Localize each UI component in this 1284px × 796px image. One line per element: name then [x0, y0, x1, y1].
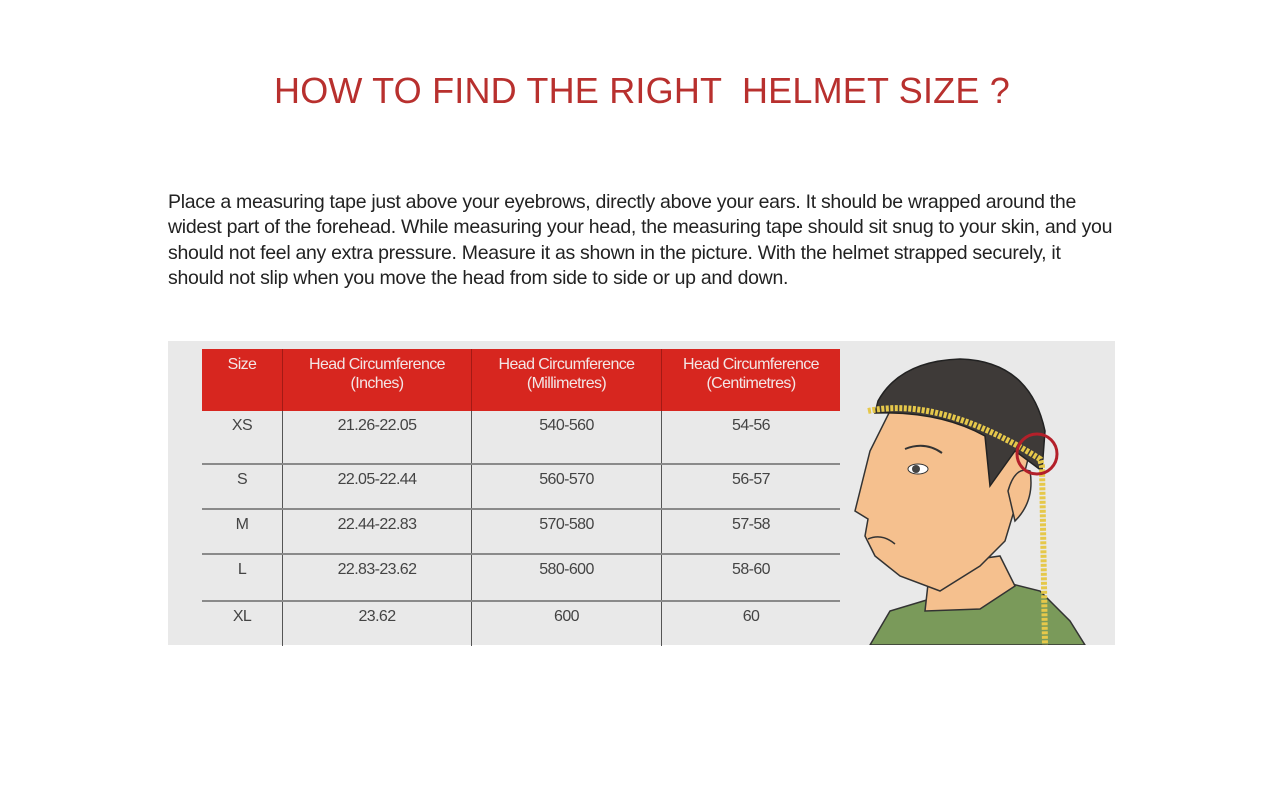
millimetres-cell: 580-600 — [471, 553, 662, 601]
head-measurement-illustration — [854, 358, 1086, 645]
size-chart-panel: Size Head Circumference (Inches) Head Cir… — [168, 341, 1115, 646]
shirt — [869, 580, 1086, 645]
millimetres-cell: 600 — [471, 600, 662, 646]
inches-cell: 22.44-22.83 — [282, 508, 472, 554]
table-row: XL 23.62 600 60 — [202, 600, 840, 646]
header-inches: Head Circumference (Inches) — [282, 349, 472, 411]
measuring-tape — [867, 405, 1048, 645]
table-row: XS 21.26-22.05 540-560 54-56 — [202, 411, 840, 464]
centimetres-cell: 56-57 — [661, 463, 840, 509]
size-cell: XL — [202, 600, 283, 646]
centimetres-cell: 58-60 — [661, 553, 840, 601]
mouth — [867, 536, 896, 545]
millimetres-cell: 570-580 — [471, 508, 662, 554]
inches-cell: 21.26-22.05 — [282, 411, 472, 464]
highlight-circle-icon — [1015, 432, 1059, 476]
ear — [1007, 469, 1032, 523]
centimetres-cell: 54-56 — [732, 417, 771, 434]
inches-cell: 22.83-23.62 — [282, 553, 472, 601]
header-label: Head Circumference — [683, 356, 820, 373]
size-cell: XS — [202, 411, 283, 464]
instructions-paragraph: Place a measuring tape just above your e… — [168, 191, 1113, 289]
header-centimetres: Head Circumference (Centimetres) — [661, 349, 840, 411]
millimetres-cell: 560-570 — [471, 463, 662, 509]
eyebrow — [904, 444, 943, 454]
centimetres-cell: 60 — [661, 600, 840, 646]
table-row: L 22.83-23.62 580-600 58-60 — [202, 553, 840, 601]
header-size: Size — [202, 349, 283, 411]
inches-cell: 23.62 — [282, 600, 472, 646]
header-unit: (Centimetres) — [706, 375, 796, 392]
header-unit: (Millimetres) — [526, 375, 607, 392]
size-cell: L — [202, 553, 283, 601]
header-unit: (Inches) — [350, 375, 405, 392]
header-label: Head Circumference — [309, 356, 446, 373]
size-table: Size Head Circumference (Inches) Head Cir… — [202, 349, 840, 646]
table-row: M 22.44-22.83 570-580 57-58 — [202, 508, 840, 554]
table-row: S 22.05-22.44 560-570 56-57 — [202, 463, 840, 509]
header-label: Size — [227, 356, 257, 373]
header-label: Head Circumference — [498, 356, 636, 373]
size-cell: M — [202, 508, 283, 554]
page-title: HOW TO FIND THE RIGHT HELMET SIZE ? — [274, 70, 1010, 111]
size-cell: S — [202, 463, 283, 509]
table-header-row: Size Head Circumference (Inches) Head Cir… — [202, 349, 840, 411]
centimetres-cell: 57-58 — [661, 508, 840, 554]
inches-cell: 22.05-22.44 — [282, 463, 472, 509]
millimetres-cell: 540-560 — [471, 411, 662, 464]
header-millimetres: Head Circumference (Millimetres) — [471, 349, 662, 411]
